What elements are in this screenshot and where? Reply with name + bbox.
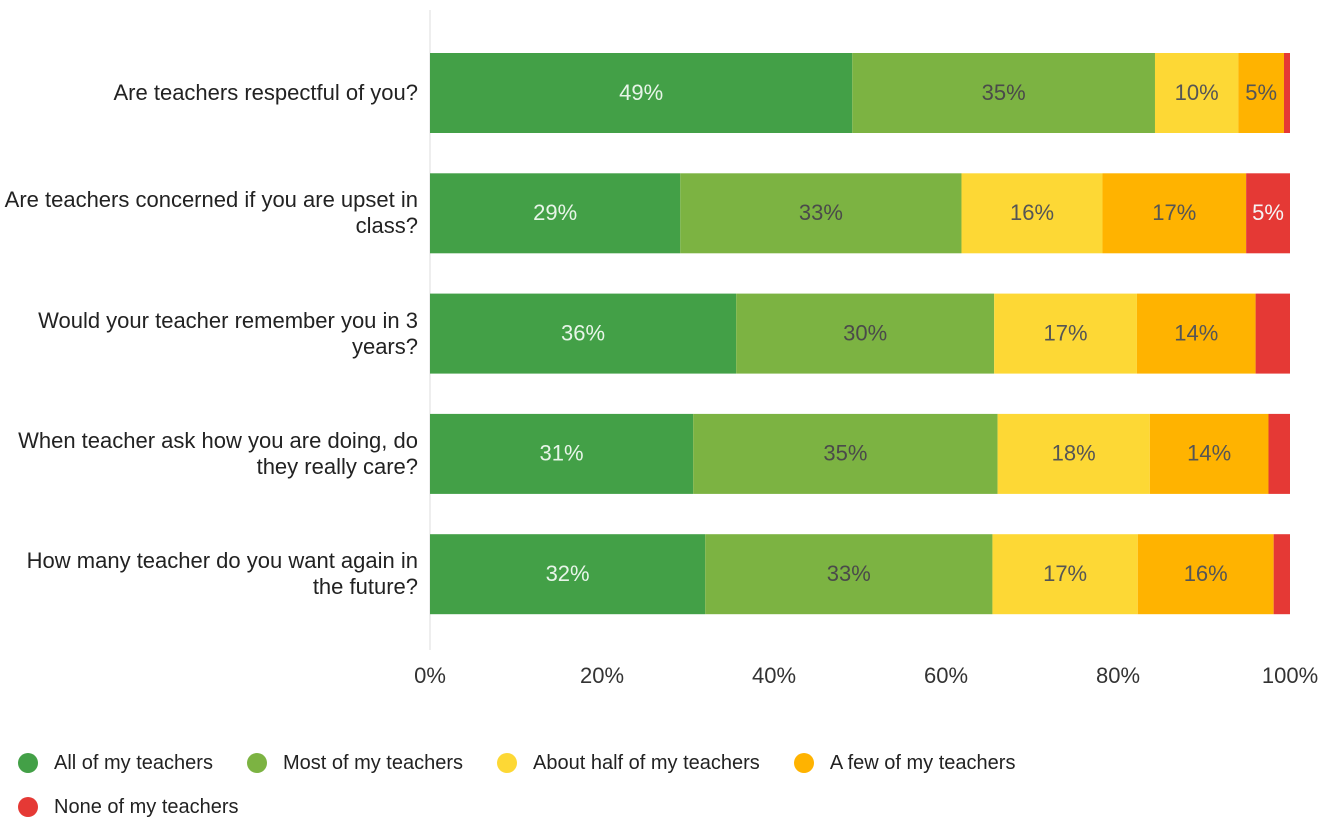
value-label: 18% xyxy=(1052,441,1096,466)
x-tick-label: 40% xyxy=(752,663,796,688)
legend-item: None of my teachers xyxy=(18,785,239,829)
bar-segment xyxy=(992,534,1138,615)
bar-segment xyxy=(1273,534,1290,615)
bar-segment xyxy=(736,293,995,374)
category-label: How many teacher do you want again in th… xyxy=(26,548,418,600)
legend-item: Most of my teachers xyxy=(246,741,464,785)
value-label: 29% xyxy=(533,200,577,225)
value-label: 17% xyxy=(1044,320,1088,345)
value-label: 35% xyxy=(823,441,867,466)
bar-segment xyxy=(430,53,853,133)
bar-segment xyxy=(1283,53,1290,133)
bar-segment xyxy=(1255,293,1290,374)
category-label: When teacher ask how you are doing, do t… xyxy=(18,427,418,479)
x-tick-label: 100% xyxy=(1262,663,1318,688)
value-label: 31% xyxy=(540,441,584,466)
value-label: 35% xyxy=(982,80,1026,105)
legend-marker xyxy=(18,797,38,817)
bar-segment xyxy=(1149,413,1269,494)
legend-marker xyxy=(246,753,267,773)
legend-label: About half of my teachers xyxy=(533,751,760,774)
category-label: Are teachers respectful of you? xyxy=(113,80,419,105)
bar-segment xyxy=(430,534,706,615)
bar-segment xyxy=(1136,293,1256,374)
legend-item: About half of my teachers xyxy=(497,741,760,785)
bar-segment xyxy=(680,173,962,254)
value-label: 5% xyxy=(1245,80,1277,105)
bar-segment xyxy=(430,173,681,254)
bar-segment xyxy=(1246,173,1290,254)
bar-segment xyxy=(994,293,1137,374)
x-tick-label: 80% xyxy=(1096,663,1140,688)
legend-item: A few of my teachers xyxy=(793,741,1016,785)
value-label: 5% xyxy=(1252,200,1284,225)
bar-segment xyxy=(705,534,993,615)
legend-marker xyxy=(497,753,518,773)
value-label: 33% xyxy=(799,200,843,225)
x-tick-label: 0% xyxy=(414,663,446,688)
x-tick-label: 60% xyxy=(924,663,968,688)
bar-segment xyxy=(1137,534,1274,615)
category-label: Are teachers concerned if you are upset … xyxy=(4,187,418,239)
value-label: 36% xyxy=(561,320,605,345)
bar-segment xyxy=(430,413,694,494)
legend: All of my teachers Most of my teachers Abo… xyxy=(18,741,1198,829)
legend-marker xyxy=(793,753,814,773)
bar-segment xyxy=(961,173,1103,254)
legend-label: Most of my teachers xyxy=(282,751,464,774)
category-label: Would your teacher remember you in 3 yea… xyxy=(38,307,418,359)
bar-segment xyxy=(1238,53,1284,133)
value-label: 16% xyxy=(1010,200,1054,225)
bar-segment xyxy=(1268,413,1290,494)
legend-label: A few of my teachers xyxy=(829,751,1016,774)
bar-segment xyxy=(693,413,998,494)
legend-item: All of my teachers xyxy=(18,741,213,785)
value-label: 14% xyxy=(1174,320,1218,345)
value-label: 33% xyxy=(827,561,871,586)
value-label: 32% xyxy=(546,561,590,586)
legend-marker xyxy=(18,753,38,773)
bar-segment xyxy=(430,293,737,374)
value-label: 14% xyxy=(1187,441,1231,466)
value-label: 10% xyxy=(1175,80,1219,105)
value-label: 49% xyxy=(619,80,663,105)
legend-label: All of my teachers xyxy=(54,751,213,774)
bar-segment xyxy=(1154,53,1239,133)
value-label: 17% xyxy=(1043,561,1087,586)
bar-segment xyxy=(997,413,1150,494)
value-label: 30% xyxy=(843,320,887,345)
bar-segment xyxy=(852,53,1155,133)
value-label: 17% xyxy=(1152,200,1196,225)
legend-label: None of my teachers xyxy=(54,795,239,818)
bar-segment xyxy=(1102,173,1247,254)
value-label: 16% xyxy=(1184,561,1228,586)
x-tick-label: 20% xyxy=(580,663,624,688)
